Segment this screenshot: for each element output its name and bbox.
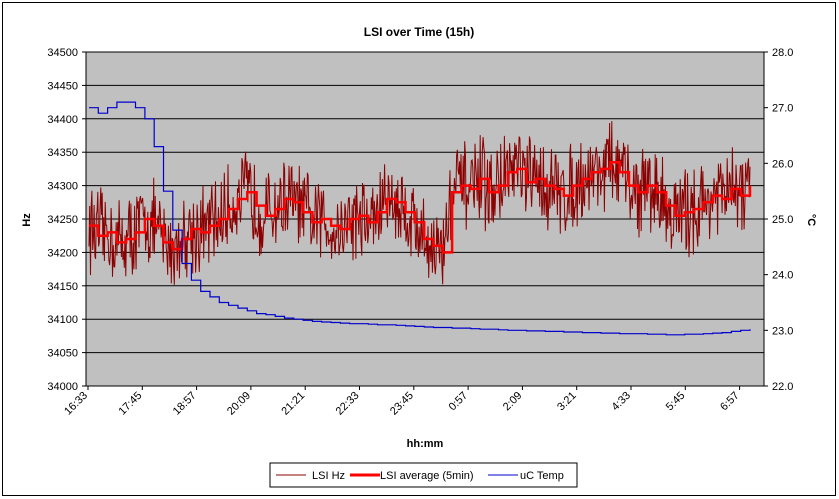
x-tick-label: 22:33 — [334, 390, 362, 418]
x-tick-label: 2:09 — [501, 390, 525, 414]
series-lsi-hz — [88, 121, 751, 285]
x-tick-label: 6:57 — [718, 390, 742, 414]
x-tick-label: 17:45 — [116, 390, 144, 418]
x-tick-label: 23:45 — [388, 390, 416, 418]
legend-label: LSI average (5min) — [380, 470, 474, 482]
y-tick-label: 34300 — [47, 181, 78, 193]
x-tick-label: 5:45 — [664, 390, 688, 414]
y-tick-label: 34150 — [47, 281, 78, 293]
legend: LSI Hz LSI average (5min) uC Temp — [269, 462, 578, 488]
y2-tick-label: 26.0 — [772, 158, 793, 170]
y-tick-label: 34250 — [47, 214, 78, 226]
series-layer — [88, 101, 752, 336]
y-axis-ticks: 34000 34050 34100 34150 34200 34250 34300 34350… — [47, 47, 86, 393]
y-tick-label: 34450 — [47, 80, 78, 92]
x-tick-label: 20:09 — [225, 390, 253, 418]
y-tick-label: 34400 — [47, 114, 78, 126]
x-tick-label: 21:21 — [279, 390, 307, 418]
y2-tick-label: 28.0 — [772, 47, 793, 59]
y-tick-label: 34050 — [47, 348, 78, 360]
y-tick-label: 34500 — [47, 47, 78, 59]
x-tick-label: 3:21 — [555, 390, 579, 414]
x-axis-ticks: 16:33 17:45 18:57 20:09 21:21 22:33 23:45 0:57 2… — [62, 386, 742, 418]
series-uc-temp — [89, 101, 751, 336]
y-tick-label: 34200 — [47, 247, 78, 259]
y2-tick-label: 23.0 — [772, 325, 793, 337]
x-tick-label: 4:33 — [609, 390, 633, 414]
x-tick-label: 18:57 — [171, 390, 199, 418]
y-tick-label: 34100 — [47, 314, 78, 326]
legend-box — [269, 462, 578, 488]
x-tick-label: 16:33 — [62, 390, 90, 418]
y2-axis-label: °C — [805, 214, 817, 226]
y2-axis-ticks: 22.0 23.0 24.0 25.0 26.0 27.0 28.0 — [764, 47, 793, 393]
y2-tick-label: 27.0 — [772, 103, 793, 115]
y2-tick-label: 24.0 — [772, 270, 793, 282]
y-axis-label: Hz — [21, 213, 33, 227]
series-lsi-average — [89, 160, 752, 254]
legend-label: uC Temp — [520, 470, 564, 482]
legend-label: LSI Hz — [312, 470, 345, 482]
y-tick-label: 34000 — [47, 381, 78, 393]
x-tick-label: 0:57 — [447, 390, 471, 414]
y2-tick-label: 22.0 — [772, 381, 793, 393]
x-axis-label: hh:mm — [407, 438, 444, 450]
chart-title: LSI over Time (15h) — [364, 25, 474, 39]
y2-tick-label: 25.0 — [772, 214, 793, 226]
y-tick-label: 34350 — [47, 147, 78, 159]
